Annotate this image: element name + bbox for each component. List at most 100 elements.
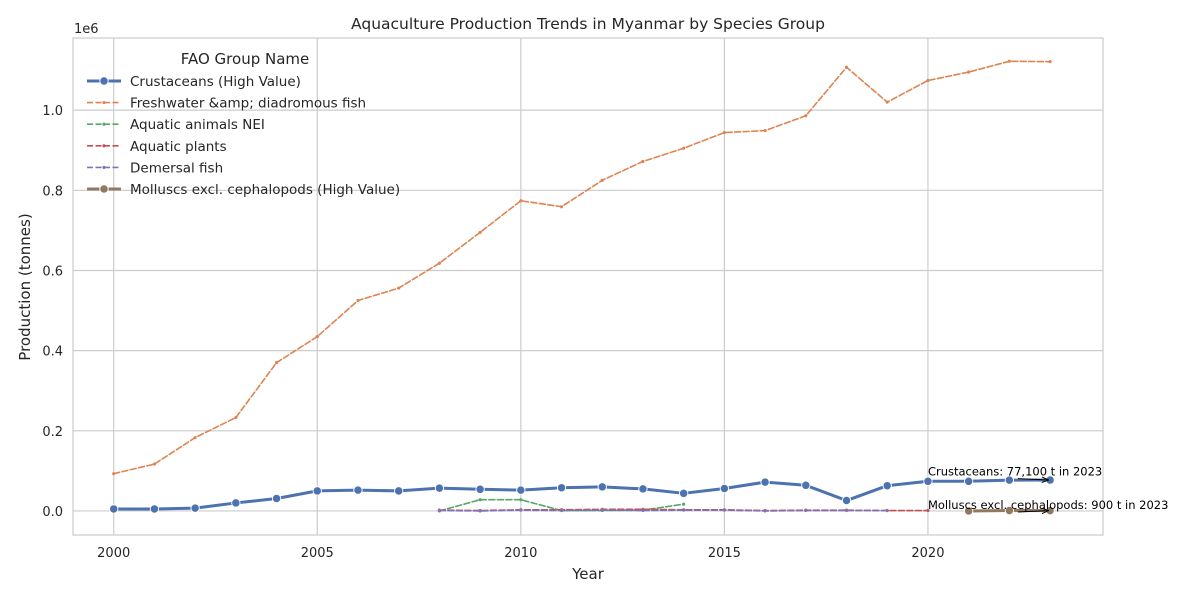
data-point (682, 508, 686, 512)
legend-swatch-marker (102, 122, 106, 126)
data-point (638, 484, 648, 494)
data-point (1007, 59, 1012, 63)
data-point (559, 205, 564, 209)
tick-labels: 2000 2005 2010 2015 2020 0.0 0.2 0.4 0.6 0.8 1.0 (42, 104, 944, 561)
data-point (394, 486, 404, 496)
data-point (434, 483, 445, 493)
data-point (190, 503, 200, 513)
legend-swatch-marker (102, 144, 106, 148)
legend-label: Aquatic plants (130, 139, 227, 155)
annotation-arrow (1017, 511, 1048, 512)
data-point (641, 508, 645, 513)
x-tick-label: 2015 (708, 546, 741, 561)
series-line (112, 60, 1051, 475)
legend-label: Molluscs excl. cephalopods (High Value) (130, 182, 400, 198)
data-point (722, 130, 727, 135)
data-point (519, 199, 523, 203)
x-tick-label: 2020 (911, 546, 944, 561)
annotation-arrow (1017, 479, 1048, 480)
y-tick-label: 0.4 (42, 345, 63, 360)
data-point (964, 476, 974, 486)
y-tick-label: 0.6 (42, 264, 63, 279)
data-point (1004, 505, 1015, 516)
plot-area (72, 37, 1104, 536)
legend-label: Demersal fish (130, 160, 223, 176)
data-point (516, 485, 526, 495)
data-point (112, 472, 116, 476)
data-point (475, 484, 485, 494)
annotations: Crustaceans: 77,100 t in 2023 Molluscs ex… (928, 465, 1169, 512)
data-point (519, 498, 523, 502)
legend-label: Freshwater &amp; diadromous fish (130, 96, 366, 112)
y-tick-label: 0.0 (42, 505, 63, 520)
data-point (478, 498, 482, 502)
series-layer (109, 59, 1055, 516)
data-point (437, 508, 442, 513)
legend-swatch-marker (102, 100, 106, 105)
series-line (112, 478, 1052, 511)
data-point (353, 485, 363, 495)
legend-swatch-marker (102, 165, 106, 170)
series-5 (437, 508, 889, 513)
data-point (397, 286, 401, 290)
y-tick-label: 0.2 (42, 425, 63, 440)
data-point (885, 508, 889, 513)
data-point (682, 146, 686, 150)
series-1 (109, 475, 1055, 514)
data-point (109, 504, 119, 514)
data-point (556, 483, 567, 493)
legend-item: Aquatic plants (87, 139, 227, 155)
legend-label: Crustaceans (High Value) (130, 74, 301, 90)
y-scale-label: 1e6 (74, 22, 99, 37)
data-point (844, 508, 849, 513)
data-point (478, 230, 482, 235)
legend-item: Molluscs excl. cephalopods (High Value) (87, 182, 400, 198)
chart-title: Aquaculture Production Trends in Myanmar… (351, 15, 825, 33)
annotation-label: Crustaceans: 77,100 t in 2023 (928, 465, 1102, 479)
x-tick-label: 2005 (301, 546, 334, 561)
data-point (760, 477, 770, 487)
data-point (804, 114, 808, 118)
x-tick-label: 2000 (97, 546, 130, 561)
data-point (885, 100, 889, 104)
data-point (804, 508, 808, 513)
data-point (437, 261, 442, 265)
data-point (600, 508, 604, 512)
series-6 (964, 505, 1055, 516)
data-point (926, 78, 930, 83)
series-line (438, 509, 889, 512)
data-point (597, 482, 607, 492)
data-point (271, 493, 282, 504)
legend-label: Aquatic animals NEI (130, 117, 265, 133)
data-point (152, 462, 157, 466)
legend-item: Aquatic animals NEI (87, 117, 265, 133)
data-point (559, 508, 564, 513)
data-point (882, 481, 892, 491)
legend-swatch-marker (99, 76, 109, 86)
x-axis-title: Year (571, 565, 605, 583)
data-point (315, 334, 319, 339)
data-point (801, 480, 811, 490)
data-point (844, 65, 849, 69)
data-point (682, 502, 686, 506)
annotation-label: Molluscs excl. cephalopods: 900 t in 202… (928, 498, 1169, 512)
data-point (763, 509, 767, 513)
legend-item: Freshwater &amp; diadromous fish (87, 96, 366, 112)
data-point (967, 70, 971, 74)
legend-title: FAO Group Name (181, 50, 310, 68)
legend-swatch-marker (99, 184, 109, 194)
data-point (356, 298, 360, 303)
data-point (719, 483, 730, 494)
data-point (274, 361, 279, 365)
legend-item: Demersal fish (87, 160, 223, 176)
data-point (841, 495, 852, 506)
data-point (679, 488, 689, 498)
y-tick-label: 0.8 (42, 184, 63, 199)
data-point (519, 508, 523, 512)
y-axis-title: Production (tonnes) (16, 213, 34, 360)
data-point (600, 178, 604, 182)
data-point (964, 506, 974, 516)
data-point (1048, 59, 1052, 64)
data-point (926, 508, 930, 513)
